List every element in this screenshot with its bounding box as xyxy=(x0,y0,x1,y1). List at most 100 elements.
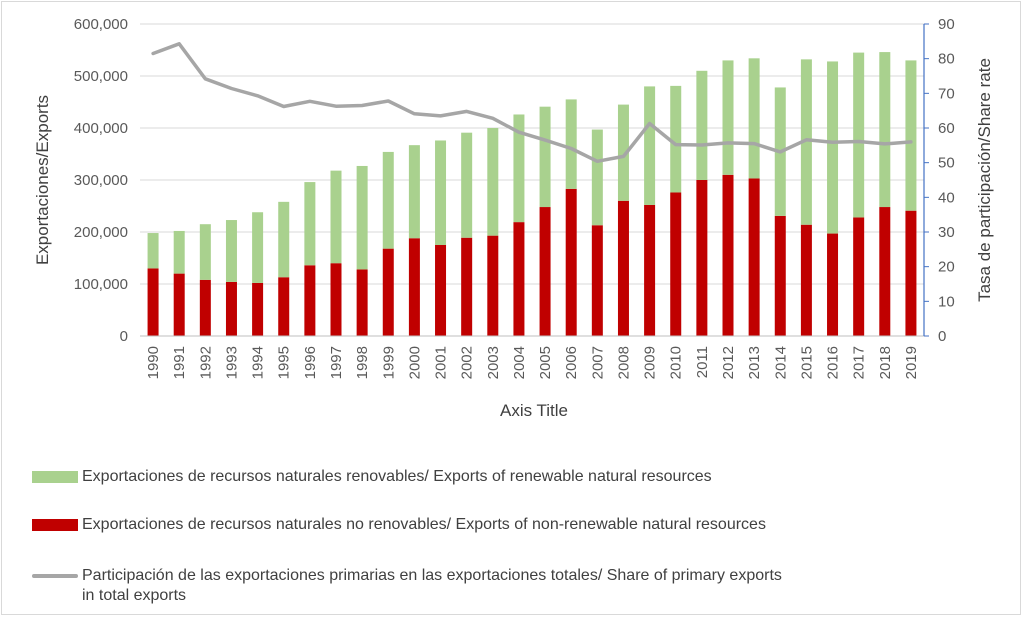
bar-nonrenewable xyxy=(252,282,264,336)
y-tick-label: 400,000 xyxy=(74,120,128,137)
y-tick-label: 100,000 xyxy=(74,276,128,293)
y2-tick-label: 60 xyxy=(938,120,955,137)
bar-nonrenewable xyxy=(800,224,812,336)
bar-nonrenewable xyxy=(617,200,629,336)
bar-nonrenewable xyxy=(382,248,394,336)
x-tick-label: 1990 xyxy=(145,346,162,379)
x-tick-label: 2019 xyxy=(903,346,920,379)
bar-nonrenewable xyxy=(722,174,734,336)
bar-nonrenewable xyxy=(827,233,839,336)
y-axis-title: Exportaciones/Exports xyxy=(33,95,52,265)
x-tick-label: 2010 xyxy=(668,346,685,379)
bar-renewable xyxy=(591,129,603,226)
x-tick-label: 2002 xyxy=(459,346,476,379)
legend-item-share: Participación de las exportaciones prima… xyxy=(32,566,882,606)
line-series xyxy=(151,42,913,164)
bar-series xyxy=(147,52,917,336)
y2-tick-label: 20 xyxy=(938,259,955,276)
bar-renewable xyxy=(513,114,525,223)
bar-nonrenewable xyxy=(173,273,185,336)
x-tick-label: 2005 xyxy=(537,346,554,379)
bar-nonrenewable xyxy=(774,215,786,336)
x-tick-label: 1998 xyxy=(354,346,371,379)
tick-labels: 0 100,000 200,000 300,000 400,000 500,000 600,… xyxy=(74,16,955,379)
bar-renewable xyxy=(278,201,290,278)
x-tick-label: 1996 xyxy=(302,346,319,379)
bar-nonrenewable xyxy=(879,207,891,336)
x-tick-label: 1995 xyxy=(276,346,293,379)
y-tick-label: 600,000 xyxy=(74,16,128,33)
y2-tick-label: 80 xyxy=(938,51,955,68)
x-tick-label: 2004 xyxy=(511,346,528,379)
bar-renewable xyxy=(461,132,473,238)
x-tick-label: 2001 xyxy=(433,346,450,379)
x-tick-label: 2011 xyxy=(694,346,711,378)
x-tick-label: 1993 xyxy=(223,346,240,379)
bar-renewable xyxy=(304,182,316,266)
x-tick-label: 2013 xyxy=(746,346,763,379)
bar-nonrenewable xyxy=(853,217,865,336)
y-tick-label: 300,000 xyxy=(74,172,128,189)
x-axis-title: Axis Title xyxy=(500,401,568,420)
bar-renewable xyxy=(748,58,760,179)
share-line xyxy=(151,42,913,164)
legend-label-nonrenewable: Exportaciones de recursos naturales no r… xyxy=(82,516,766,533)
x-tick-label: 1997 xyxy=(328,346,345,379)
x-tick-label: 2000 xyxy=(406,346,423,379)
bar-renewable xyxy=(252,212,264,283)
bar-renewable xyxy=(827,61,839,234)
bar-renewable xyxy=(905,60,917,211)
x-tick-label: 2017 xyxy=(851,346,868,379)
renewable-swatch xyxy=(32,471,78,483)
bar-renewable xyxy=(199,224,211,280)
bar-nonrenewable xyxy=(278,277,290,336)
share-swatch xyxy=(32,574,78,578)
y2-tick-label: 70 xyxy=(938,85,955,102)
x-tick-label: 1992 xyxy=(197,346,214,379)
bar-nonrenewable xyxy=(905,210,917,336)
bar-nonrenewable xyxy=(304,265,316,336)
bar-nonrenewable xyxy=(696,180,708,336)
y2-tick-label: 30 xyxy=(938,224,955,241)
bar-renewable xyxy=(539,106,551,208)
x-tick-label: 1999 xyxy=(380,346,397,379)
legend-label-share-line2: in total exports xyxy=(82,587,187,604)
axes xyxy=(140,23,929,337)
bar-renewable xyxy=(800,59,812,225)
x-tick-label: 2008 xyxy=(615,346,632,379)
bar-nonrenewable xyxy=(225,281,237,336)
y2-tick-label: 90 xyxy=(938,16,955,33)
x-tick-label: 2014 xyxy=(772,346,789,379)
legend-item-nonrenewable: Exportaciones de recursos naturales no r… xyxy=(32,515,882,535)
bar-renewable xyxy=(225,220,237,282)
bar-nonrenewable xyxy=(487,235,499,336)
bar-nonrenewable xyxy=(330,263,342,336)
x-tick-label: 2009 xyxy=(642,346,659,379)
bar-renewable xyxy=(879,52,891,208)
y2-tick-label: 10 xyxy=(938,293,955,310)
x-tick-label: 1991 xyxy=(171,346,188,379)
nonrenewable-swatch xyxy=(32,519,78,531)
bar-renewable xyxy=(644,86,656,205)
bar-nonrenewable xyxy=(199,279,211,336)
y-tick-label: 0 xyxy=(120,328,128,345)
bar-renewable xyxy=(382,151,394,249)
legend-label-share: Participación de las exportaciones prima… xyxy=(82,566,882,606)
x-tick-label: 2016 xyxy=(825,346,842,379)
y2-tick-label: 40 xyxy=(938,189,955,206)
bar-renewable xyxy=(670,85,682,193)
bar-nonrenewable xyxy=(461,237,473,336)
bar-renewable xyxy=(696,70,708,180)
bar-nonrenewable xyxy=(539,207,551,336)
y2-tick-label: 50 xyxy=(938,155,955,172)
bar-nonrenewable xyxy=(670,192,682,336)
y-tick-label: 200,000 xyxy=(74,224,128,241)
bar-nonrenewable xyxy=(435,245,447,336)
bar-renewable xyxy=(487,128,499,236)
y2-axis-title: Tasa de participación/Share rate xyxy=(975,58,994,302)
bar-nonrenewable xyxy=(356,269,368,336)
bar-nonrenewable xyxy=(408,238,420,336)
bar-nonrenewable xyxy=(565,188,577,336)
x-tick-label: 2012 xyxy=(720,346,737,379)
